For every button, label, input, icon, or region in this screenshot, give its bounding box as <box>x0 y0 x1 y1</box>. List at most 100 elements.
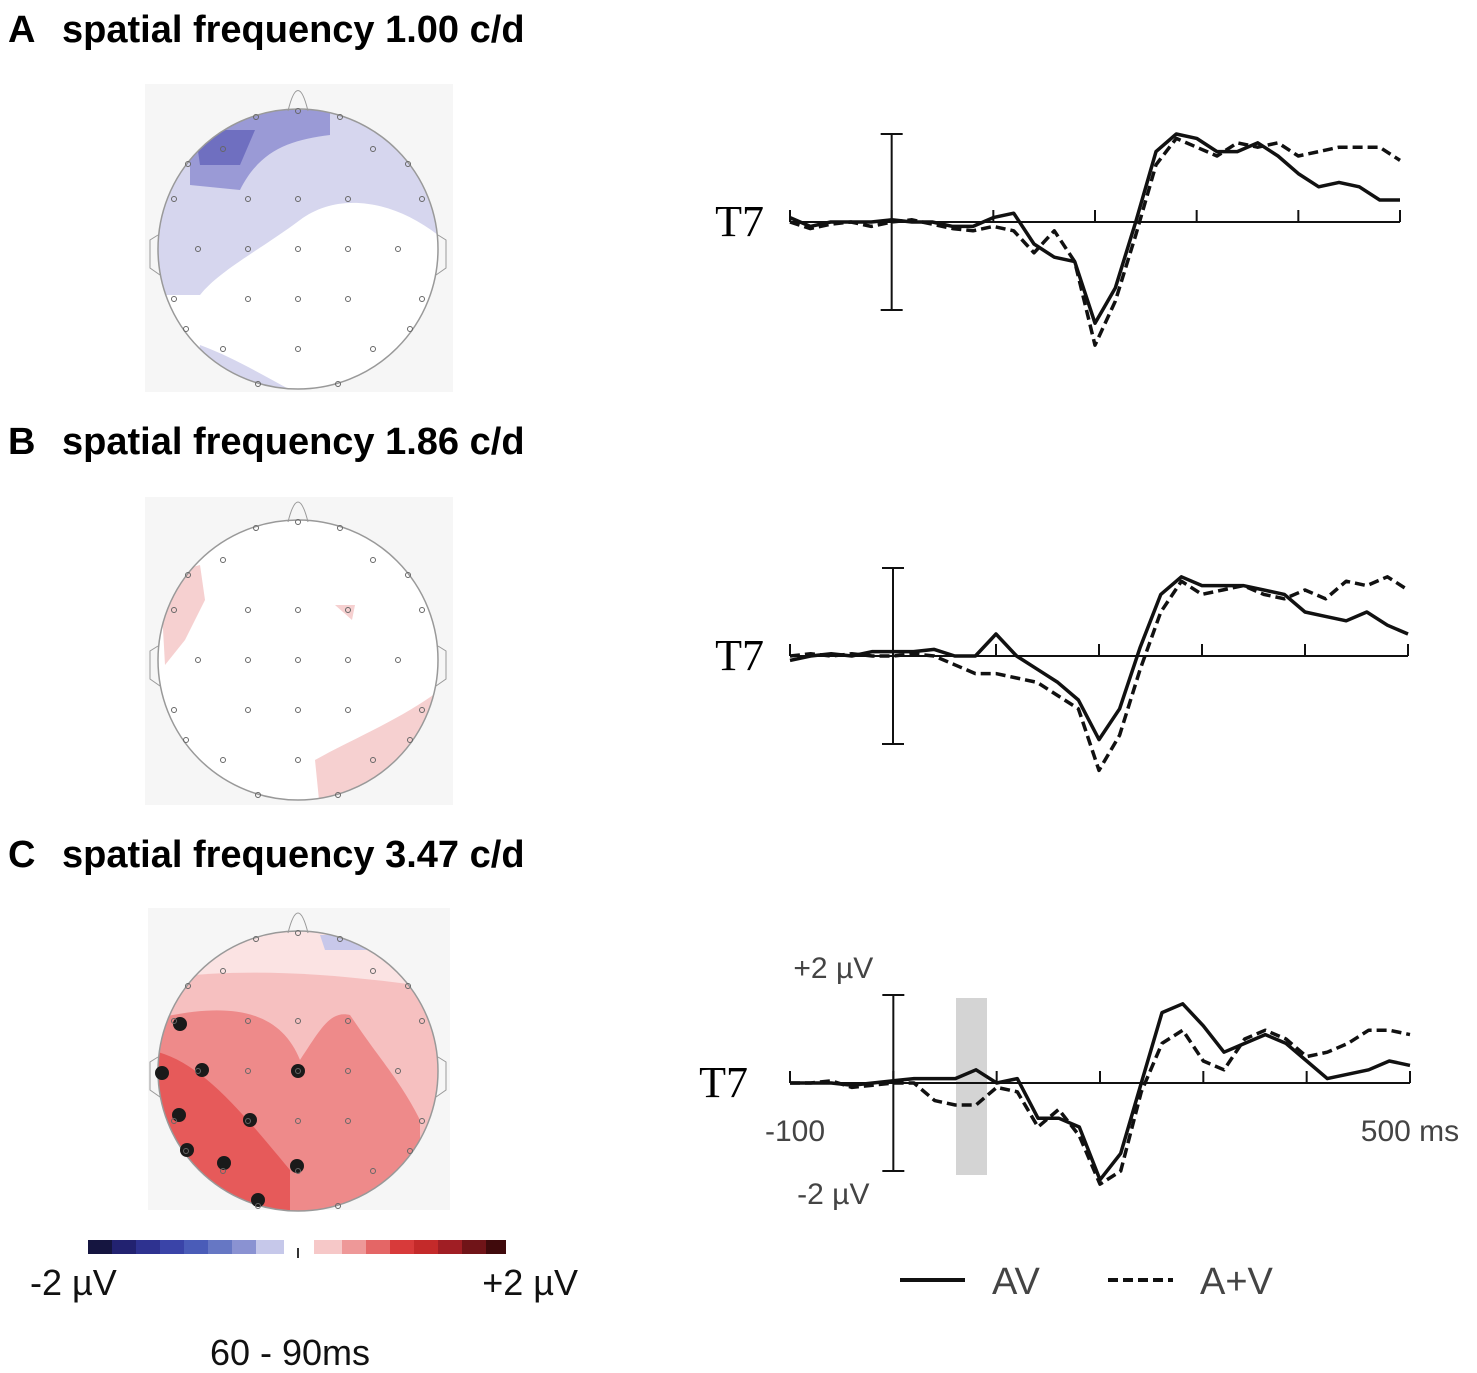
electrode <box>195 657 201 663</box>
electrode <box>370 968 376 974</box>
panel-title: spatial frequency 1.86 c/d <box>62 421 525 463</box>
electrode <box>255 792 261 798</box>
panel-letter: B <box>8 421 35 463</box>
electrode <box>345 1118 351 1124</box>
electrode <box>220 1168 226 1174</box>
erp-line <box>790 1002 1411 1182</box>
electrode <box>295 707 301 713</box>
electrode <box>220 346 226 352</box>
electrode <box>245 1118 251 1124</box>
electrode <box>419 1118 425 1124</box>
y-tick-label: -2 µV <box>797 1178 869 1211</box>
electrode <box>345 607 351 613</box>
electrode <box>345 1068 351 1074</box>
electrode <box>295 108 301 114</box>
x-tick-label: -100 <box>765 1115 825 1148</box>
electrode <box>295 246 301 252</box>
colorbar-max: +2 µV <box>482 1262 578 1303</box>
electrode <box>253 936 259 942</box>
electrode <box>337 114 343 120</box>
electrode <box>419 296 425 302</box>
electrode <box>171 1018 177 1024</box>
y-tick-label: +2 µV <box>793 952 873 985</box>
electrode <box>185 572 191 578</box>
legend-label: AV <box>992 1261 1041 1303</box>
electrode <box>171 607 177 613</box>
erp-line <box>790 1028 1411 1186</box>
electrode <box>183 326 189 332</box>
electrode <box>255 1203 261 1209</box>
electrode <box>395 1068 401 1074</box>
electrode <box>395 246 401 252</box>
electrode <box>419 196 425 202</box>
electrode <box>295 657 301 663</box>
electrode <box>295 1018 301 1024</box>
electrode <box>370 757 376 763</box>
time-window: 60 - 90ms <box>210 1332 370 1373</box>
colorbar: -2 µV +2 µV 60 - 90ms <box>30 1240 578 1373</box>
electrode <box>419 1018 425 1024</box>
panel-letter: C <box>8 834 35 876</box>
electrode <box>295 1118 301 1124</box>
erp-line <box>789 136 1401 347</box>
electrode <box>419 707 425 713</box>
electrode <box>337 525 343 531</box>
legend-label: A+V <box>1200 1261 1274 1303</box>
electrode <box>245 196 251 202</box>
electrode <box>295 607 301 613</box>
electrode <box>295 346 301 352</box>
electrode <box>220 557 226 563</box>
electrode <box>370 557 376 563</box>
electrode <box>335 792 341 798</box>
electrode <box>220 968 226 974</box>
panel-title: spatial frequency 3.47 c/d <box>62 834 525 876</box>
electrode <box>370 346 376 352</box>
electrode <box>245 296 251 302</box>
erp-line <box>789 575 1409 773</box>
electrode <box>245 657 251 663</box>
erp-line <box>789 132 1400 325</box>
electrode <box>345 196 351 202</box>
x-tick-label: 500 ms <box>1361 1115 1459 1148</box>
electrode <box>345 707 351 713</box>
electrode <box>407 1148 413 1154</box>
electrode <box>245 707 251 713</box>
electrode <box>171 1118 177 1124</box>
channel-label: T7 <box>699 1058 748 1107</box>
topomap-b <box>145 497 453 805</box>
electrode <box>171 296 177 302</box>
electrode <box>407 326 413 332</box>
electrode <box>295 1068 301 1074</box>
electrode <box>345 1018 351 1024</box>
electrode <box>405 983 411 989</box>
electrode <box>220 757 226 763</box>
electrode <box>345 246 351 252</box>
time-window-shade <box>956 998 987 1175</box>
electrode <box>405 572 411 578</box>
electrode <box>245 607 251 613</box>
electrode <box>295 1168 301 1174</box>
electrode <box>245 1018 251 1024</box>
electrode <box>195 1068 201 1074</box>
electrode <box>295 519 301 525</box>
channel-label: T7 <box>715 631 764 680</box>
electrode <box>405 161 411 167</box>
panel-title: spatial frequency 1.00 c/d <box>62 9 525 51</box>
colorbar-min: -2 µV <box>30 1262 117 1303</box>
electrode <box>295 296 301 302</box>
electrode <box>295 930 301 936</box>
electrode <box>395 657 401 663</box>
erp-line <box>789 575 1409 742</box>
electrode <box>337 936 343 942</box>
electrode <box>335 381 341 387</box>
electrode <box>183 1148 189 1154</box>
electrode <box>253 525 259 531</box>
channel-label: T7 <box>715 197 764 246</box>
electrode <box>345 657 351 663</box>
electrode <box>370 1168 376 1174</box>
electrode <box>195 246 201 252</box>
electrode <box>171 707 177 713</box>
electrode <box>253 114 259 120</box>
panel-letter: A <box>8 9 35 51</box>
